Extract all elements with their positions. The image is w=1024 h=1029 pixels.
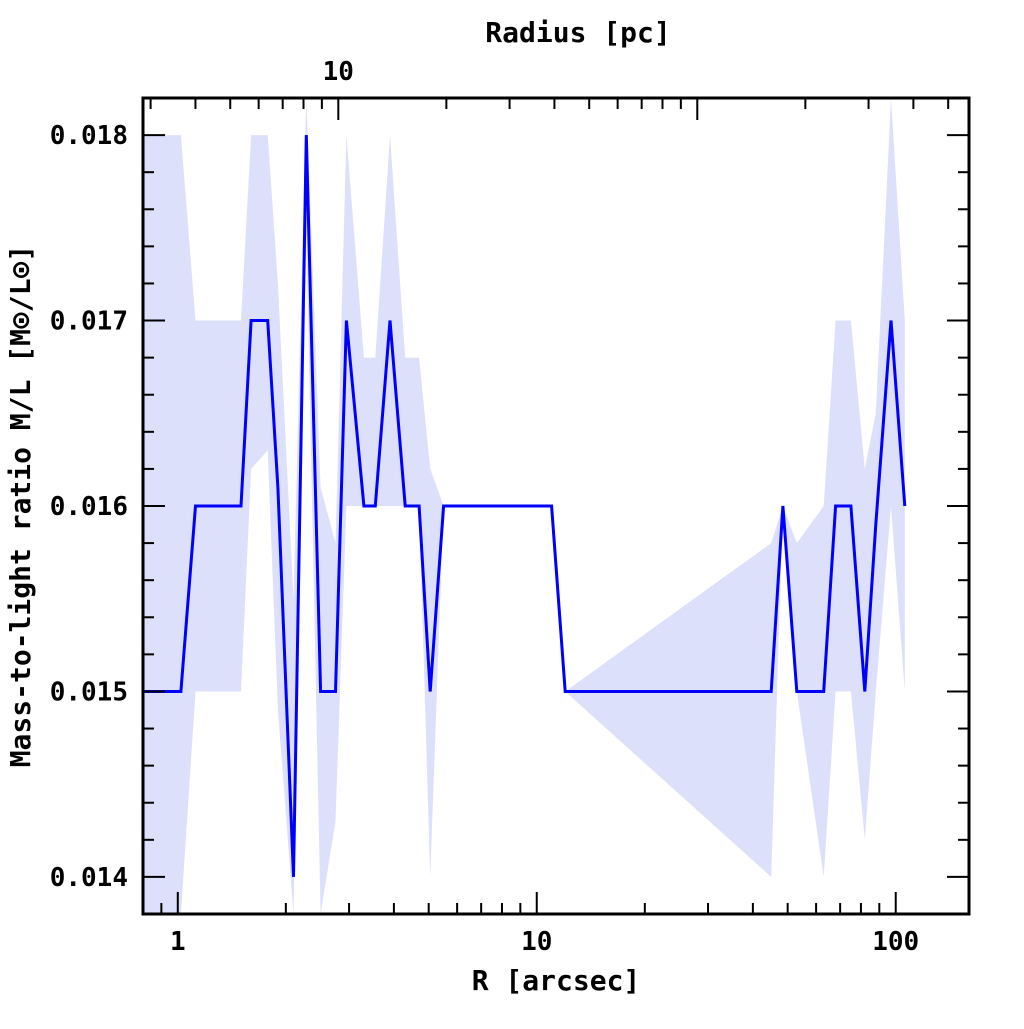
y-axis-title: Mass-to-light ratio M/L [M⊙/L⊙]: [4, 245, 37, 768]
x-tick-label: 10: [521, 927, 552, 957]
y-tick-label: 0.017: [50, 307, 128, 337]
top-x-axis-title: Radius [pc]: [485, 16, 670, 49]
x-tick-label: 100: [872, 927, 919, 957]
top-x-tick-label: 10: [323, 57, 354, 87]
y-tick-label: 0.015: [50, 677, 128, 707]
y-tick-label: 0.014: [50, 863, 128, 893]
y-tick-label: 0.016: [50, 492, 128, 522]
x-axis-title: R [arcsec]: [472, 964, 641, 997]
uncertainty-band-0: [143, 98, 905, 914]
y-tick-label: 0.018: [50, 121, 128, 151]
ml-ratio-line-0: [143, 135, 907, 877]
x-tick-label: 1: [170, 927, 186, 957]
